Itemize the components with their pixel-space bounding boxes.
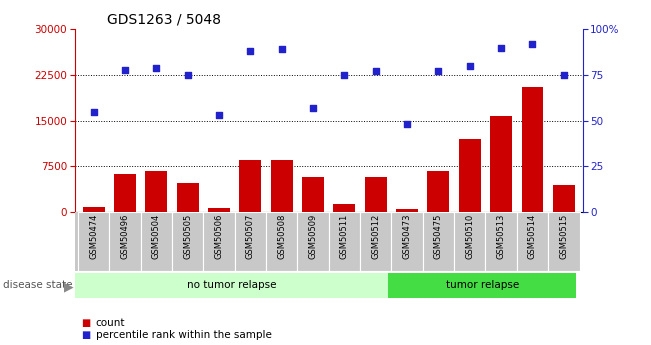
- Text: ▶: ▶: [64, 281, 74, 294]
- Bar: [553, 185, 575, 212]
- Bar: [454, 212, 486, 271]
- Text: GSM50511: GSM50511: [340, 214, 349, 259]
- Bar: [208, 208, 230, 212]
- Bar: [271, 160, 293, 212]
- Bar: [75, 273, 388, 298]
- Text: GSM50475: GSM50475: [434, 214, 443, 259]
- Bar: [114, 174, 136, 212]
- Text: GSM50506: GSM50506: [215, 214, 223, 259]
- Bar: [83, 207, 105, 212]
- Point: [370, 69, 381, 74]
- Bar: [329, 212, 360, 271]
- Text: GSM50514: GSM50514: [528, 214, 537, 259]
- Text: GSM50515: GSM50515: [559, 214, 568, 259]
- Text: GSM50507: GSM50507: [246, 214, 255, 259]
- Point: [245, 49, 256, 54]
- Point: [434, 69, 444, 74]
- Bar: [388, 273, 576, 298]
- Text: GSM50504: GSM50504: [152, 214, 161, 259]
- Bar: [360, 212, 391, 271]
- Bar: [333, 204, 355, 212]
- Text: ■: ■: [81, 330, 90, 339]
- Bar: [517, 212, 548, 271]
- Text: GSM50509: GSM50509: [309, 214, 318, 259]
- Text: GDS1263 / 5048: GDS1263 / 5048: [107, 12, 221, 26]
- Bar: [521, 87, 544, 212]
- Bar: [486, 212, 517, 271]
- Point: [277, 47, 287, 52]
- Point: [214, 112, 224, 118]
- Text: GSM50505: GSM50505: [183, 214, 192, 259]
- Text: tumor relapse: tumor relapse: [446, 280, 519, 290]
- Point: [527, 41, 538, 47]
- Bar: [78, 212, 109, 271]
- Text: GSM50473: GSM50473: [402, 214, 411, 259]
- Bar: [422, 212, 454, 271]
- Point: [402, 122, 412, 127]
- Bar: [141, 212, 172, 271]
- Text: GSM50512: GSM50512: [371, 214, 380, 259]
- Point: [308, 105, 318, 111]
- Bar: [459, 139, 481, 212]
- Point: [339, 72, 350, 78]
- Text: GSM50474: GSM50474: [89, 214, 98, 259]
- Text: GSM50510: GSM50510: [465, 214, 475, 259]
- Bar: [548, 212, 579, 271]
- Text: percentile rank within the sample: percentile rank within the sample: [96, 330, 271, 339]
- Bar: [396, 209, 418, 212]
- Bar: [266, 212, 298, 271]
- Text: count: count: [96, 318, 125, 327]
- Text: GSM50496: GSM50496: [120, 214, 130, 259]
- Point: [496, 45, 506, 50]
- Text: GSM50513: GSM50513: [497, 214, 506, 259]
- Bar: [302, 177, 324, 212]
- Bar: [176, 183, 199, 212]
- Bar: [172, 212, 203, 271]
- Bar: [365, 177, 387, 212]
- Text: GSM50508: GSM50508: [277, 214, 286, 259]
- Text: no tumor relapse: no tumor relapse: [187, 280, 276, 290]
- Bar: [240, 160, 261, 212]
- Bar: [298, 212, 329, 271]
- Point: [182, 72, 193, 78]
- Point: [559, 72, 569, 78]
- Bar: [235, 212, 266, 271]
- Bar: [490, 116, 512, 212]
- Text: disease state: disease state: [3, 280, 73, 290]
- Point: [89, 109, 99, 115]
- Bar: [145, 171, 167, 212]
- Bar: [428, 171, 449, 212]
- Bar: [391, 212, 422, 271]
- Bar: [109, 212, 141, 271]
- Point: [151, 65, 161, 70]
- Point: [465, 63, 475, 69]
- Point: [120, 67, 130, 72]
- Text: ■: ■: [81, 318, 90, 327]
- Bar: [203, 212, 235, 271]
